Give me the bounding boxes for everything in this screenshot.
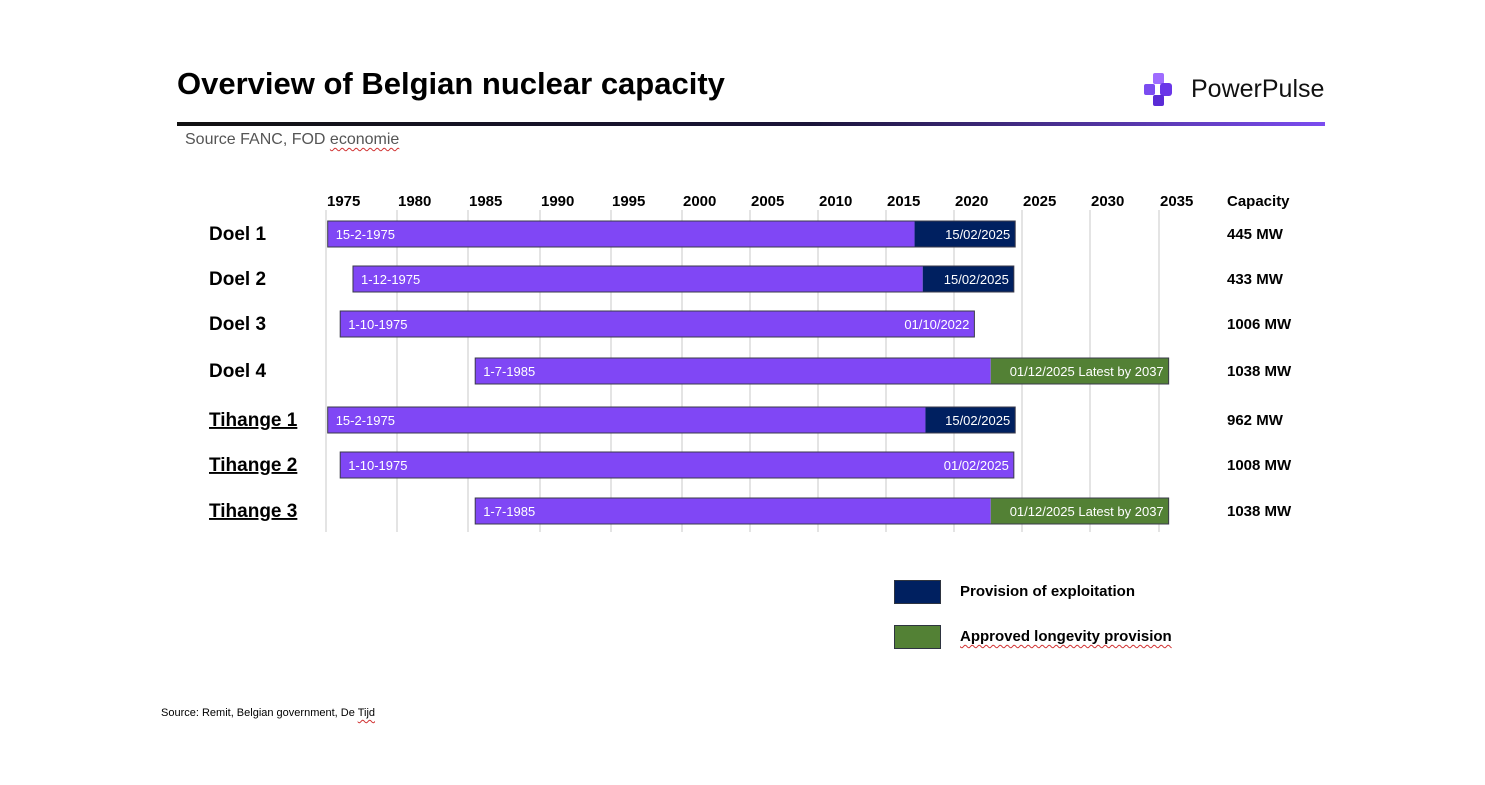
longevity-bar — [990, 498, 1169, 524]
page-title: Overview of Belgian nuclear capacity — [177, 66, 725, 101]
capacity-header: Capacity — [1227, 193, 1290, 210]
x-tick-label: 2015 — [887, 193, 920, 210]
source-subtitle: Source FANC, FOD economie — [185, 131, 399, 149]
title-divider — [177, 122, 1325, 126]
brand-name: PowerPulse — [1191, 75, 1325, 103]
x-tick-label: 2005 — [751, 193, 784, 210]
end-date-label: 15/02/2025 — [945, 413, 1010, 428]
reactor-name: Tihange 1 — [209, 410, 298, 431]
reactor-name: Doel 1 — [209, 224, 266, 245]
bar-outline — [339, 451, 1015, 479]
legend-swatch-longevity — [894, 625, 941, 649]
start-date-label: 1-10-1975 — [348, 458, 407, 473]
bar-outline — [474, 357, 1170, 385]
reactor-name: Doel 3 — [209, 314, 266, 335]
x-tick-label: 2035 — [1160, 193, 1193, 210]
capacity-value: 1038 MW — [1227, 363, 1292, 380]
operating-bar — [340, 452, 1014, 478]
longevity-bar — [990, 358, 1169, 384]
operating-bar — [327, 407, 926, 433]
capacity-value: 1008 MW — [1227, 457, 1292, 474]
x-tick-label: 1985 — [469, 193, 502, 210]
bar-outline — [327, 406, 1016, 434]
brand-logo: PowerPulse — [1143, 71, 1333, 111]
end-date-label: 15/02/2025 — [945, 227, 1010, 242]
source-subtitle-prefix: Source FANC, FOD — [185, 131, 330, 148]
exploitation-bar — [922, 266, 1014, 292]
operating-bar — [352, 266, 923, 292]
reactor-name: Doel 2 — [209, 269, 266, 290]
x-tick-label: 1990 — [541, 193, 574, 210]
x-tick-label: 2030 — [1091, 193, 1124, 210]
legend-swatch-exploitation — [894, 580, 941, 604]
end-date-label: 01/02/2025 — [944, 458, 1009, 473]
capacity-value: 433 MW — [1227, 271, 1284, 288]
operating-bar — [340, 311, 975, 337]
start-date-label: 1-12-1975 — [361, 272, 420, 287]
capacity-value: 962 MW — [1227, 412, 1284, 429]
start-date-label: 1-7-1985 — [483, 364, 535, 379]
x-tick-label: 1995 — [612, 193, 645, 210]
powerpulse-logo-icon — [1144, 73, 1172, 106]
end-date-label: 15/02/2025 — [944, 272, 1009, 287]
bar-outline — [352, 265, 1015, 293]
x-tick-label: 2010 — [819, 193, 852, 210]
operating-bar — [327, 221, 915, 247]
operating-bar — [475, 498, 991, 524]
footnote-prefix: Source: Remit, Belgian government, De — [161, 707, 358, 719]
footnote-underlined: Tijd — [357, 707, 376, 719]
footnote: Source: Remit, Belgian government, De Ti… — [161, 707, 375, 719]
start-date-label: 1-7-1985 — [483, 504, 535, 519]
end-date-label: 01/10/2022 — [904, 317, 969, 332]
end-date-label: 01/12/2025 Latest by 2037 — [1010, 504, 1164, 519]
reactor-name: Tihange 2 — [209, 455, 297, 476]
start-date-label: 15-2-1975 — [336, 227, 395, 242]
operating-bar — [475, 358, 991, 384]
reactor-name: Doel 4 — [209, 361, 266, 382]
legend-label-exploitation: Provision of exploitation — [960, 583, 1136, 600]
start-date-label: 1-10-1975 — [348, 317, 407, 332]
source-subtitle-underlined: economie — [329, 131, 400, 148]
capacity-value: 445 MW — [1227, 226, 1284, 243]
bar-outline — [327, 220, 1016, 248]
start-date-label: 15-2-1975 — [336, 413, 395, 428]
exploitation-bar — [925, 407, 1016, 433]
end-date-label: 01/12/2025 Latest by 2037 — [1010, 364, 1164, 379]
x-tick-label: 1980 — [398, 193, 431, 210]
exploitation-bar — [914, 221, 1016, 247]
x-tick-label: 1975 — [327, 193, 360, 210]
legend-label-longevity: Approved longevity provision — [960, 628, 1172, 645]
reactor-name: Tihange 3 — [209, 501, 297, 522]
bar-outline — [474, 497, 1170, 525]
capacity-value: 1038 MW — [1227, 503, 1292, 520]
x-tick-label: 2020 — [955, 193, 988, 210]
bar-outline — [339, 310, 975, 338]
x-tick-label: 2000 — [683, 193, 716, 210]
x-tick-label: 2025 — [1023, 193, 1056, 210]
capacity-value: 1006 MW — [1227, 316, 1292, 333]
